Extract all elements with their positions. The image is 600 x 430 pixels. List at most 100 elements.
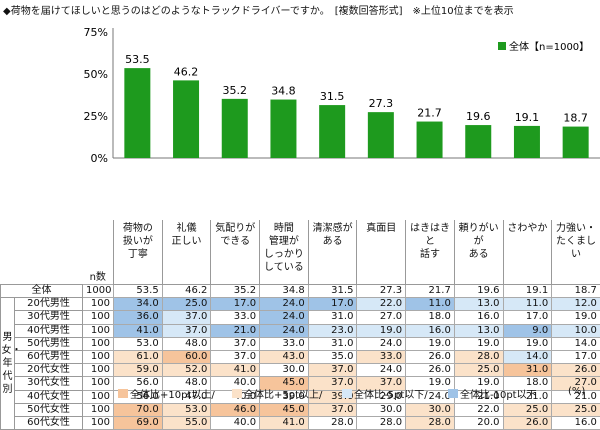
cell-value: 19.0 — [503, 337, 552, 350]
lo10-swatch — [448, 389, 458, 398]
cell-value: 45.0 — [260, 403, 309, 416]
y-tick-label: 75% — [84, 26, 108, 39]
hi10-swatch — [118, 389, 128, 398]
row-n: 100 — [83, 416, 114, 429]
cell-value: 22.0 — [454, 403, 503, 416]
legend-hi5-label: 全体比+5pt以上/ — [244, 386, 322, 401]
bar-value-label: 19.6 — [466, 110, 491, 123]
row-label: 30代女性 — [15, 377, 83, 390]
cell-value: 11.0 — [406, 298, 455, 311]
cell-value: 30.0 — [260, 364, 309, 377]
cell-value: 13.0 — [454, 324, 503, 337]
category-label: 荷物の扱いが丁寧 — [114, 220, 163, 285]
n-header: n数 — [83, 220, 114, 285]
cell-value: 26.0 — [503, 416, 552, 429]
row-n: 100 — [83, 298, 114, 311]
cell-value: 41.0 — [211, 364, 260, 377]
cell-value: 37.0 — [308, 403, 357, 416]
legend-swatch — [498, 42, 506, 50]
legend-hi5: 全体比+5pt以上/ — [232, 386, 322, 401]
cell-value: 24.0 — [260, 311, 309, 324]
cell-value: 31.0 — [308, 337, 357, 350]
row-n: 100 — [83, 403, 114, 416]
cell-value: 41.0 — [114, 324, 163, 337]
legend-lo5-label: 全体比-5pt以下/ — [354, 386, 428, 401]
cell-value: 53.5 — [114, 285, 163, 298]
cell-value: 26.0 — [406, 350, 455, 363]
cell-value: 31.0 — [503, 364, 552, 377]
cell-value: 17.0 — [552, 350, 600, 363]
hi5-swatch — [232, 389, 242, 398]
cell-value: 19.0 — [357, 324, 406, 337]
side-label-text: 男女・年代別 — [2, 331, 14, 396]
cell-value: 33.0 — [211, 311, 260, 324]
y-tick-label: 0% — [91, 152, 108, 165]
cell-value: 23.0 — [308, 324, 357, 337]
cell-value: 13.0 — [454, 298, 503, 311]
legend-hi10: 全体比+10pt以上/ — [118, 386, 215, 401]
cell-value: 27.0 — [357, 311, 406, 324]
row-label: 50代女性 — [15, 403, 83, 416]
cell-value: 25.0 — [503, 403, 552, 416]
cell-value: 21.0 — [211, 324, 260, 337]
row-label: 20代女性 — [15, 364, 83, 377]
cell-value: 26.0 — [552, 364, 600, 377]
cell-value: 19.0 — [552, 311, 600, 324]
cell-value: 19.0 — [454, 337, 503, 350]
category-label: 清潔感がある — [308, 220, 357, 285]
legend-lo10-label: 全体比-10pt以下 — [460, 386, 537, 401]
cell-value: 14.0 — [552, 337, 600, 350]
cell-value: 52.0 — [162, 364, 211, 377]
cell-value: 14.0 — [503, 350, 552, 363]
row-label: 60代女性 — [15, 416, 83, 429]
category-label: 力強い・たくましい — [552, 220, 600, 285]
cell-value: 24.0 — [357, 337, 406, 350]
cell-value: 37.0 — [211, 350, 260, 363]
cell-value: 9.0 — [503, 324, 552, 337]
cell-value: 37.0 — [162, 324, 211, 337]
cell-value: 18.0 — [406, 311, 455, 324]
cell-value: 28.0 — [454, 350, 503, 363]
cell-value: 16.0 — [454, 311, 503, 324]
cell-value: 37.0 — [308, 364, 357, 377]
bar-value-label: 18.7 — [563, 112, 588, 125]
cell-value: 34.8 — [260, 285, 309, 298]
row-label: 40代女性 — [15, 390, 83, 403]
category-label: さわやか — [503, 220, 552, 285]
header-blank — [1, 220, 83, 285]
cell-value: 12.0 — [552, 298, 600, 311]
cell-value: 24.0 — [357, 364, 406, 377]
cell-value: 60.0 — [162, 350, 211, 363]
row-n: 100 — [83, 377, 114, 390]
category-label: 時間管理がしっかりしている — [260, 220, 309, 285]
bar — [319, 105, 345, 158]
cell-value: 17.0 — [503, 311, 552, 324]
bar — [270, 100, 296, 158]
cell-value: 48.0 — [162, 337, 211, 350]
row-label: 50代男性 — [15, 337, 83, 350]
category-label: はきはきと話す — [406, 220, 455, 285]
row-label: 全体 — [1, 285, 83, 298]
unit-label: (%) — [568, 386, 585, 397]
bar-value-label: 46.2 — [174, 65, 199, 78]
category-label: 礼儀正しい — [162, 220, 211, 285]
bar-value-label: 53.5 — [125, 53, 150, 66]
cell-value: 24.0 — [260, 298, 309, 311]
legend-lo5: 全体比-5pt以下/ — [342, 386, 428, 401]
legend-hi10-label: 全体比+10pt以上/ — [130, 386, 215, 401]
cell-value: 25.0 — [454, 364, 503, 377]
cell-value: 19.0 — [406, 337, 455, 350]
cell-value: 69.0 — [114, 416, 163, 429]
category-label: 気配りができる — [211, 220, 260, 285]
cell-value: 18.7 — [552, 285, 600, 298]
bar — [368, 112, 394, 158]
cell-value: 37.0 — [211, 337, 260, 350]
cell-value: 25.0 — [552, 403, 600, 416]
